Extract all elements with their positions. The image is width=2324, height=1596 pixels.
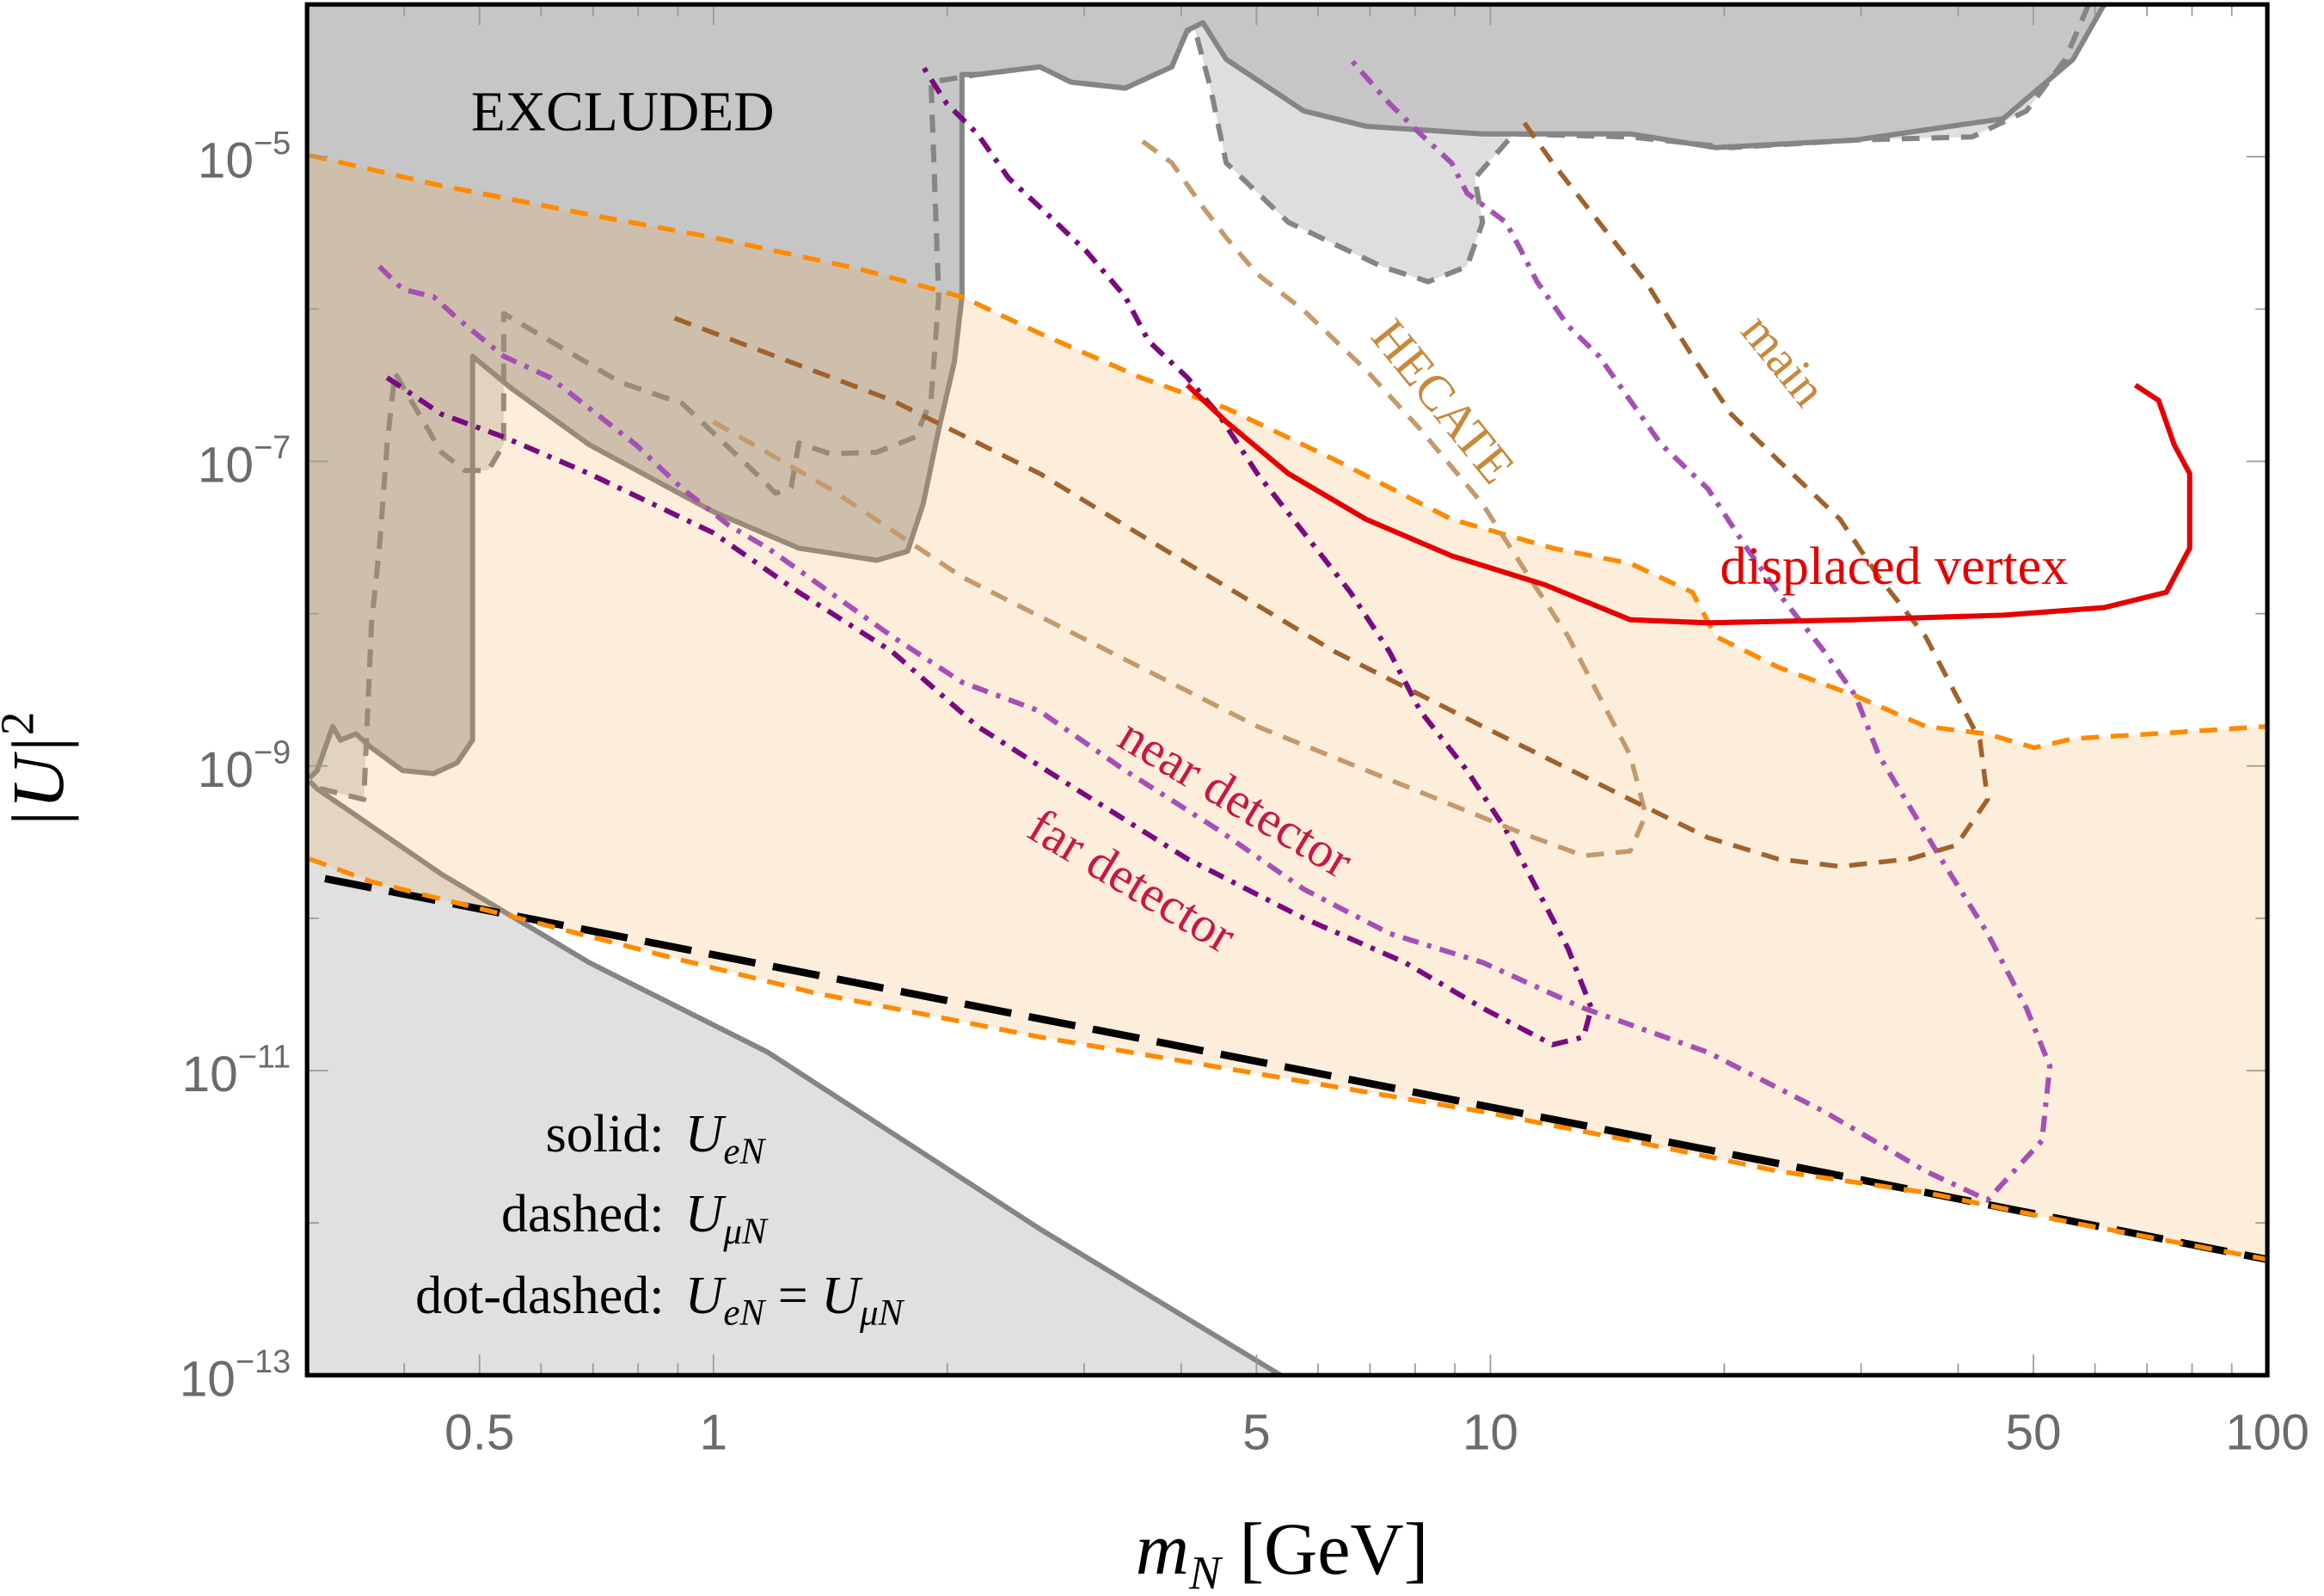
x-axis-title: mN [GeV] — [1136, 1507, 1429, 1596]
legend-sub: eN — [723, 1293, 766, 1334]
y-tick-label: 10−13 — [180, 1344, 291, 1408]
legend-dashed-math: UμN — [685, 1185, 769, 1252]
y-tick-base: 10 — [182, 1047, 238, 1102]
excluded-muon-region-boundary — [309, 3, 2092, 802]
x-axis-unit: [GeV] — [1221, 1507, 1429, 1590]
y-tick-label: 10−7 — [198, 430, 291, 494]
x-tick-label: 50 — [2005, 1404, 2061, 1460]
y-tick-base: 10 — [198, 742, 254, 798]
far-detector-curve — [377, 57, 2053, 1203]
legend-var: U — [685, 1267, 727, 1325]
orange-sensitivity-region-fill — [309, 155, 2268, 1260]
x-tick-label: 0.5 — [445, 1404, 514, 1460]
plot-frame — [304, 2, 2270, 1378]
y-axis-sup: 2 — [0, 712, 43, 736]
y-tick-exponent: −5 — [254, 126, 291, 162]
near-detector-curve — [385, 65, 1594, 1047]
regions-layer — [307, 3, 2106, 1378]
excluded-electron-region-fill — [307, 4, 2105, 778]
sensitivity-band-layer — [309, 152, 2268, 1260]
legend-dashed: dashed: — [501, 1185, 664, 1243]
legend-solid-math: UeN — [685, 1105, 767, 1172]
main-curve — [673, 117, 1990, 869]
annotation-displaced-vertex: displaced vertex — [1720, 537, 2068, 596]
legend-var2: U — [821, 1267, 863, 1325]
x-axis-sub: N — [1188, 1546, 1223, 1596]
y-tick-base: 10 — [180, 1351, 236, 1407]
excluded-lower-region-boundary — [307, 779, 1282, 1378]
legend-sub2: μN — [859, 1293, 905, 1334]
legend-label: dot-dashed: — [415, 1267, 664, 1325]
legend-sub: eN — [723, 1132, 766, 1172]
x-axis-var: m — [1136, 1507, 1189, 1590]
y-tick-base: 10 — [198, 438, 254, 494]
legend-dot-dashed-math: UeN = UμN — [685, 1267, 905, 1334]
legend: solid: UeN dashed: UμN dot-dashed: UeN =… — [415, 1105, 905, 1334]
y-tick-base: 10 — [198, 132, 254, 188]
y-axis-var: |U| — [0, 735, 79, 830]
x-tick-label: 1 — [699, 1404, 727, 1460]
hecate-curve — [712, 138, 1648, 858]
y-tick-exponent: −13 — [236, 1344, 291, 1380]
legend-label: solid: — [546, 1105, 665, 1163]
legend-eq: = — [764, 1267, 821, 1325]
legend-label: dashed: — [501, 1185, 664, 1243]
legend-sub: μN — [722, 1212, 769, 1252]
y-tick-label: 10−9 — [198, 734, 291, 798]
orange-sensitivity-region-lower-boundary — [308, 856, 2268, 1262]
series-layer — [308, 57, 2268, 1263]
displaced-vertex-curve — [1185, 383, 2192, 626]
y-tick-label: 10−11 — [182, 1040, 291, 1103]
x-tick-label: 5 — [1242, 1404, 1271, 1460]
annotation-excluded: EXCLUDED — [471, 82, 775, 144]
x-tick-label: 100 — [2225, 1404, 2309, 1460]
y-tick-exponent: −9 — [254, 734, 291, 770]
excluded-electron-region-boundary — [307, 3, 2106, 781]
legend-dot-dashed: dot-dashed: — [415, 1267, 664, 1325]
y-tick-label: 10−5 — [198, 126, 291, 189]
x-tick-label: 10 — [1462, 1404, 1518, 1460]
legend-var: U — [685, 1185, 727, 1243]
orange-sensitivity-region-upper-boundary — [309, 152, 2268, 751]
legend-solid: solid: — [546, 1105, 665, 1163]
legend-var: U — [685, 1105, 727, 1163]
excluded-lower-region-fill — [307, 781, 1281, 1376]
y-tick-exponent: −11 — [238, 1040, 291, 1076]
y-tick-exponent: −7 — [254, 430, 291, 466]
y-axis-title: |U|2 — [0, 712, 79, 830]
